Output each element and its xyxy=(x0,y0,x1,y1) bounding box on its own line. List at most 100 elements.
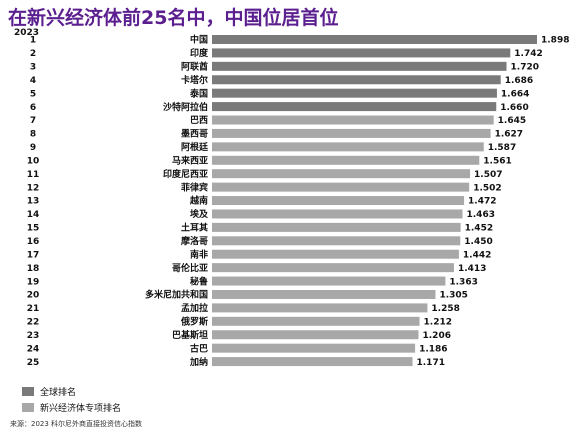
category-label: 哥伦比亚 xyxy=(172,262,208,274)
category-label: 秘鲁 xyxy=(190,275,208,287)
bar xyxy=(212,209,463,219)
value-label: 1.186 xyxy=(419,344,447,354)
legend-item-emerging: 新兴经济体专项排名 xyxy=(22,399,121,415)
rank-label: 23 xyxy=(27,331,40,341)
rank-label: 16 xyxy=(27,237,40,247)
bar xyxy=(212,196,465,206)
category-label: 泰国 xyxy=(189,87,208,99)
category-label: 巴基斯坦 xyxy=(172,329,208,341)
bar xyxy=(212,303,428,313)
value-label: 1.720 xyxy=(511,63,539,73)
rank-label: 25 xyxy=(27,358,40,368)
bar xyxy=(212,115,494,125)
value-label: 1.450 xyxy=(464,237,492,247)
rank-label: 22 xyxy=(27,318,40,328)
category-label: 孟加拉 xyxy=(181,302,208,314)
rank-label: 17 xyxy=(27,250,40,260)
legend-swatch-emerging xyxy=(22,402,34,412)
value-label: 1.363 xyxy=(449,277,477,287)
bar xyxy=(212,48,511,58)
rank-label: 7 xyxy=(30,116,36,126)
rank-label: 10 xyxy=(27,156,40,166)
rank-label: 2 xyxy=(30,49,36,59)
bar xyxy=(212,330,419,340)
rank-label: 13 xyxy=(27,197,40,207)
bar xyxy=(212,276,446,286)
rank-label: 1 xyxy=(30,36,36,46)
bar xyxy=(212,169,471,179)
bar xyxy=(212,128,491,138)
bar-chart: 1 中国 1.898 2 印度 1.742 3 阿联酋 1.720 4 卡塔尔 1.686 5 泰国 1.6… xyxy=(27,34,570,368)
bar xyxy=(212,357,413,367)
legend-label-global: 全球排名 xyxy=(40,387,77,398)
chart-title: 在新兴经济体前25名中，中国位居首位 xyxy=(8,7,339,29)
bar xyxy=(212,182,470,192)
value-label: 1.472 xyxy=(468,197,496,207)
category-label: 卡塔尔 xyxy=(181,74,208,86)
value-label: 1.660 xyxy=(500,103,528,113)
rank-label: 3 xyxy=(30,63,36,73)
rank-label: 19 xyxy=(27,277,40,287)
rank-label: 4 xyxy=(30,76,36,86)
category-label: 阿联酋 xyxy=(181,61,208,73)
legend-swatch-global xyxy=(22,386,34,396)
rank-label: 5 xyxy=(30,89,36,99)
value-label: 1.686 xyxy=(505,76,533,86)
bar xyxy=(212,343,416,353)
rank-label: 14 xyxy=(27,210,40,220)
value-label: 1.898 xyxy=(541,36,569,46)
bar xyxy=(212,102,497,112)
category-label: 古巴 xyxy=(190,342,208,354)
bar xyxy=(212,155,480,165)
category-label: 多米尼加共和国 xyxy=(145,289,208,301)
value-label: 1.212 xyxy=(424,318,452,328)
bar xyxy=(212,263,454,273)
bar xyxy=(212,35,537,44)
bar xyxy=(212,75,501,85)
bar xyxy=(212,142,484,152)
value-label: 1.664 xyxy=(501,89,529,99)
value-label: 1.442 xyxy=(463,250,491,260)
category-label: 马来西亚 xyxy=(172,154,208,166)
category-label: 巴西 xyxy=(190,115,208,126)
rank-label: 20 xyxy=(27,291,40,301)
bar xyxy=(212,316,420,326)
legend-label-emerging: 新兴经济体专项排名 xyxy=(40,403,122,414)
bar xyxy=(212,61,507,71)
value-label: 1.258 xyxy=(431,304,459,314)
value-label: 1.171 xyxy=(417,358,445,368)
value-label: 1.742 xyxy=(514,49,542,59)
year-label: 2023 xyxy=(14,28,40,38)
category-label: 加纳 xyxy=(189,356,208,368)
bar xyxy=(212,222,461,232)
value-label: 1.561 xyxy=(483,156,511,166)
rank-label: 21 xyxy=(27,304,40,314)
category-label: 墨西哥 xyxy=(181,129,208,140)
category-label: 阿根廷 xyxy=(181,141,209,153)
rank-label: 15 xyxy=(27,224,40,234)
value-label: 1.206 xyxy=(423,331,451,341)
category-label: 越南 xyxy=(189,195,208,207)
legend-item-global: 全球排名 xyxy=(22,383,121,399)
value-label: 1.645 xyxy=(498,116,526,126)
value-label: 1.502 xyxy=(473,183,501,193)
bar xyxy=(212,289,436,299)
rank-label: 24 xyxy=(27,344,40,354)
value-label: 1.413 xyxy=(458,264,486,274)
category-label: 俄罗斯 xyxy=(180,316,208,328)
rank-label: 8 xyxy=(30,130,36,140)
value-label: 1.507 xyxy=(474,170,502,180)
category-label: 中国 xyxy=(190,34,208,46)
category-label: 摩洛哥 xyxy=(181,235,208,247)
bar xyxy=(212,249,459,259)
value-label: 1.452 xyxy=(465,224,493,234)
source-note: 来源：2023 科尔尼外商直接投资信心指数 xyxy=(10,420,143,428)
category-label: 印度尼西亚 xyxy=(163,168,208,180)
value-label: 1.463 xyxy=(467,210,495,220)
category-label: 埃及 xyxy=(190,208,209,220)
category-label: 印度 xyxy=(190,47,209,59)
rank-label: 6 xyxy=(30,103,36,113)
rank-label: 9 xyxy=(30,143,36,153)
value-label: 1.587 xyxy=(488,143,516,153)
rank-label: 12 xyxy=(27,183,40,193)
